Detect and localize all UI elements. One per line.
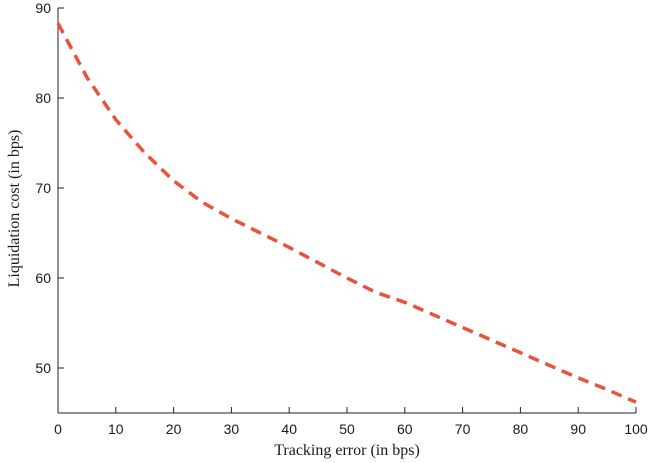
x-tick-label: 100 <box>624 421 648 437</box>
x-tick-label: 30 <box>224 421 240 437</box>
x-tick-label: 70 <box>455 421 471 437</box>
x-tick-label: 60 <box>397 421 413 437</box>
series-line-1 <box>56 22 637 404</box>
y-tick-label: 50 <box>35 360 51 376</box>
y-axis-title: Liquidation cost (in bps) <box>6 130 23 288</box>
x-tick-label: 40 <box>281 421 297 437</box>
y-tick-label: 60 <box>35 270 51 286</box>
series-layer <box>56 22 637 404</box>
y-tick-label: 80 <box>35 90 51 106</box>
y-tick-label: 90 <box>35 0 51 16</box>
x-tick-label: 50 <box>339 421 355 437</box>
x-tick-label: 80 <box>513 421 529 437</box>
x-tick-label: 20 <box>166 421 182 437</box>
x-tick-label: 0 <box>54 421 62 437</box>
x-tick-label: 90 <box>570 421 586 437</box>
y-tick-label: 70 <box>35 180 51 196</box>
y-ticks: 50 60 70 80 90 <box>35 0 64 376</box>
x-tick-label: 10 <box>108 421 124 437</box>
axes <box>57 8 636 414</box>
x-ticks: 0 10 20 30 40 50 60 70 80 90 100 <box>54 407 648 437</box>
x-axis-title: Tracking error (in bps) <box>274 442 420 459</box>
